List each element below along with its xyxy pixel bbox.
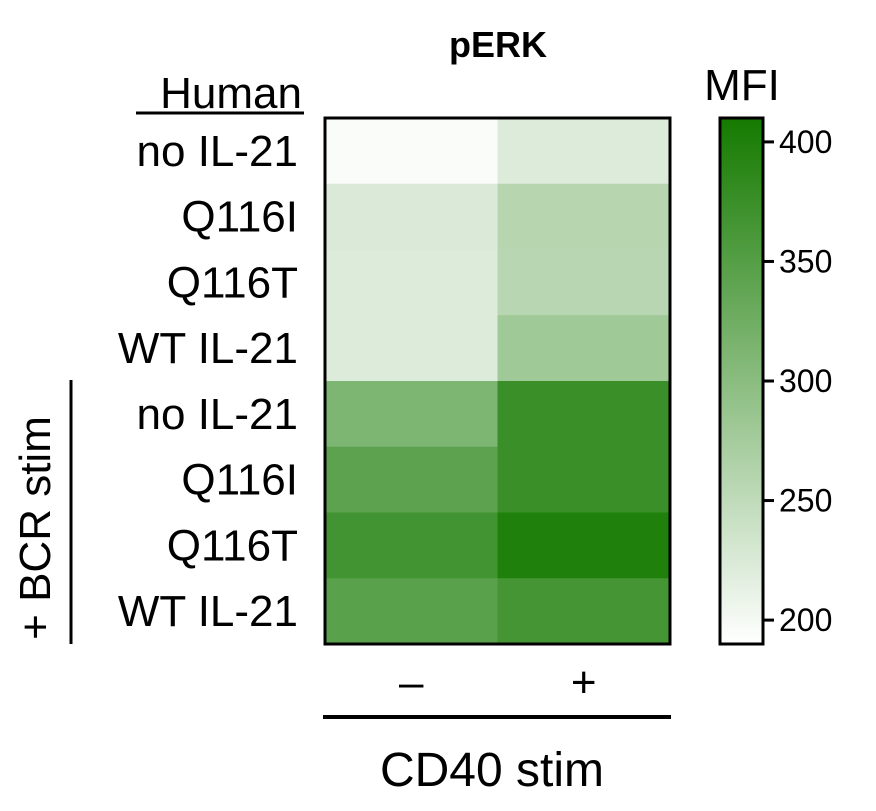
colorbar-tick-label: 200 [779,602,832,638]
colorbar [718,116,765,646]
row-label: Q116T [167,258,298,307]
heatmap-cell [325,249,498,316]
colorbar-tick-label: 250 [779,483,832,519]
heatmap-cell [497,512,671,579]
colorbar-tick-label: 300 [779,363,832,399]
heatmap-cell [497,578,671,645]
row-label: WT IL-21 [118,587,298,636]
colorbar-tick-label: 400 [779,124,832,160]
row-label: no IL-21 [137,127,298,176]
heatmap-cell [497,315,671,382]
colorbar-ticks: 400 350 300 250 200 [763,124,832,638]
column-label: + [571,658,597,707]
bcr-stim-label: + BCR stim [11,416,60,640]
heatmap-cell [325,381,498,448]
row-label: no IL-21 [137,390,298,439]
heatmap-cells [325,118,671,645]
heatmap-cell [497,118,671,185]
row-label: Q116T [167,521,298,570]
column-label: – [399,658,424,707]
x-axis-label: CD40 stim [380,744,604,797]
heatmap-cell [325,315,498,382]
chart-title: pERK [449,24,547,65]
row-label: Q116I [181,456,298,505]
heatmap-cell [325,183,498,250]
heatmap-cell [497,446,671,513]
column-labels: – + [399,658,597,707]
heatmap-border [323,116,672,646]
colorbar-tick-label: 350 [779,243,832,279]
row-group-label: Human [160,69,302,118]
heatmap-cell [325,512,498,579]
heatmap-cell [325,446,498,513]
row-label: Q116I [181,193,298,242]
colorbar-label: MFI [704,61,780,110]
heatmap-cell [497,249,671,316]
heatmap-cell [497,381,671,448]
row-labels: no IL-21 Q116I Q116T WT IL-21 no IL-21 Q116I Q… [118,127,298,636]
heatmap-cell [497,183,671,250]
row-label: WT IL-21 [118,324,298,373]
heatmap-cell [325,578,498,645]
heatmap-cell [325,118,498,185]
